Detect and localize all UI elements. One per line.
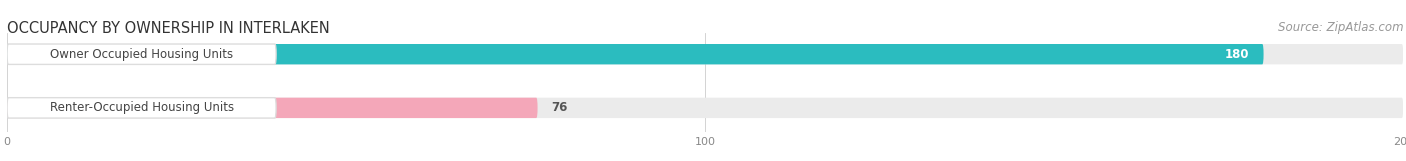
FancyBboxPatch shape (7, 98, 1403, 118)
Text: Renter-Occupied Housing Units: Renter-Occupied Housing Units (49, 101, 233, 114)
Text: Source: ZipAtlas.com: Source: ZipAtlas.com (1278, 21, 1403, 34)
FancyBboxPatch shape (7, 98, 537, 118)
FancyBboxPatch shape (7, 44, 1403, 64)
Text: OCCUPANCY BY OWNERSHIP IN INTERLAKEN: OCCUPANCY BY OWNERSHIP IN INTERLAKEN (7, 21, 330, 36)
Text: Owner Occupied Housing Units: Owner Occupied Housing Units (51, 48, 233, 61)
Text: 180: 180 (1225, 48, 1250, 61)
FancyBboxPatch shape (7, 44, 276, 64)
FancyBboxPatch shape (7, 44, 1264, 64)
Text: 76: 76 (551, 101, 568, 114)
FancyBboxPatch shape (7, 98, 276, 118)
